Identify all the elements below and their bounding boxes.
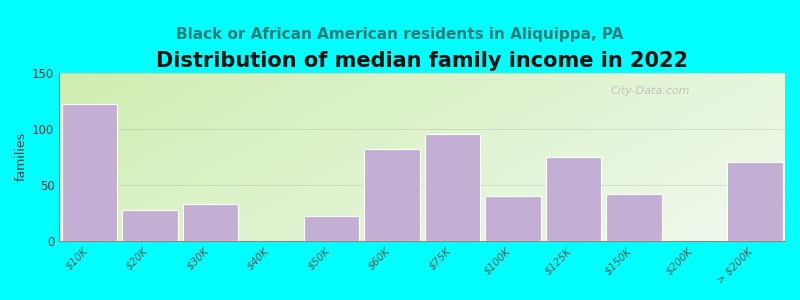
Bar bbox=[122, 210, 178, 241]
Bar bbox=[606, 194, 662, 241]
Bar bbox=[485, 196, 541, 241]
Text: City-Data.com: City-Data.com bbox=[611, 86, 690, 96]
Bar bbox=[546, 157, 601, 241]
Bar bbox=[182, 204, 238, 241]
Y-axis label: families: families bbox=[15, 132, 28, 182]
Title: Distribution of median family income in 2022: Distribution of median family income in … bbox=[156, 51, 688, 71]
Text: Black or African American residents in Aliquippa, PA: Black or African American residents in A… bbox=[176, 27, 624, 42]
Bar bbox=[727, 162, 782, 241]
Bar bbox=[62, 104, 118, 241]
Bar bbox=[304, 216, 359, 241]
Bar bbox=[364, 149, 420, 241]
Bar bbox=[425, 134, 480, 241]
